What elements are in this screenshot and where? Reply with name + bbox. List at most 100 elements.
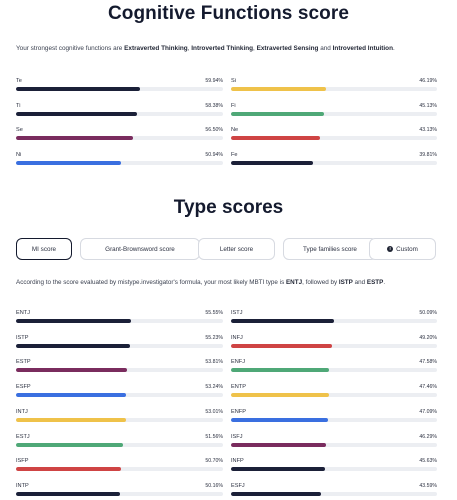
type-score-row-isfj: ISFJ 46.29%	[231, 433, 437, 453]
type-score-bar-track	[16, 368, 223, 373]
type-scores-title: Type scores	[173, 197, 284, 218]
type-score-bar-fill	[231, 417, 328, 422]
type-score-label: ENTJ	[16, 310, 30, 316]
type-score-percentage: 53.24%	[205, 384, 223, 391]
strongest-function-2: Introverted Thinking	[191, 45, 254, 52]
cognitive-function-bar-track	[16, 111, 223, 116]
tab-letter-score[interactable]: Letter score	[198, 238, 275, 260]
cognitive-function-bar-track	[16, 136, 223, 140]
type-score-percentage: 50.70%	[205, 458, 223, 465]
cognitive-summary: Your strongest cognitive functions are E…	[16, 45, 395, 52]
type-score-bar-fill	[231, 343, 333, 348]
type-score-row-isfp: ISFP 50.70%	[16, 457, 223, 477]
score-method-tabs: MI score Grant-Brownsword score Letter s…	[16, 238, 436, 260]
type-score-row-estj: ESTJ 51.56%	[16, 433, 223, 453]
cognitive-function-bar-fill	[16, 87, 141, 91]
cognitive-function-percentage: 39.81%	[419, 151, 437, 158]
type-score-bar-track	[16, 467, 223, 472]
cognitive-function-label: Ne	[231, 127, 239, 133]
type-score-percentage: 53.01%	[205, 408, 223, 415]
cognitive-function-label: Fe	[231, 151, 238, 158]
tab-type-families-score[interactable]: Type families score	[283, 238, 377, 260]
type-score-percentage: 50.16%	[205, 482, 223, 489]
type-score-percentage: 49.20%	[419, 334, 437, 341]
type-score-label: ISFJ	[231, 433, 243, 440]
type-score-percentage: 46.29%	[419, 433, 437, 440]
type-score-label: ISTP	[16, 334, 29, 341]
type-score-bar-fill	[16, 319, 131, 323]
type-score-bar-track	[231, 393, 437, 398]
type-score-bar-track	[16, 417, 223, 422]
type-score-bar-fill	[231, 393, 329, 398]
type-score-bar-fill	[231, 467, 325, 472]
type-score-percentage: 51.56%	[205, 433, 223, 440]
type-score-bar-fill	[231, 491, 321, 496]
type-score-bar-fill	[16, 368, 128, 373]
cognitive-functions-title: Cognitive Functions score	[107, 3, 350, 24]
type-score-bar-track	[231, 343, 437, 348]
type-score-bar-fill	[16, 393, 127, 398]
top-type-1: ENTJ	[285, 279, 303, 286]
cognitive-function-bar-fill	[231, 136, 320, 140]
type-score-label: ENFP	[231, 408, 246, 415]
type-score-row-istj: ISTJ 50.09%	[231, 309, 437, 329]
tab-custom[interactable]: ! Custom	[369, 238, 436, 260]
type-score-label: ISTJ	[231, 310, 243, 316]
tab-mi-score[interactable]: MI score	[16, 238, 72, 260]
type-score-percentage: 55.23%	[205, 334, 223, 341]
cognitive-function-percentage: 58.38%	[205, 102, 223, 109]
cognitive-function-percentage: 43.13%	[419, 127, 437, 133]
top-type-3: ESTP	[366, 279, 384, 286]
type-score-percentage: 45.63%	[419, 458, 437, 465]
cognitive-function-label: Ni	[16, 151, 22, 158]
cognitive-function-row-te: Te 59.94%	[16, 77, 223, 97]
type-score-bar-fill	[16, 491, 120, 496]
cognitive-function-bar-fill	[231, 111, 324, 116]
type-score-bar-fill	[16, 417, 126, 422]
type-score-percentage: 53.81%	[205, 359, 223, 366]
type-score-bar-fill	[231, 368, 329, 373]
cognitive-function-bar-track	[231, 87, 437, 91]
type-score-row-esfj: ESFJ 43.59%	[231, 482, 437, 500]
type-score-label: INTP	[16, 482, 29, 489]
cognitive-function-percentage: 45.13%	[419, 102, 437, 109]
type-score-percentage: 47.46%	[419, 384, 437, 391]
type-score-label: INFP	[231, 458, 244, 465]
cognitive-function-row-fe: Fe 39.81%	[231, 151, 437, 171]
type-score-bar-track	[231, 368, 437, 373]
type-score-row-entp: ENTP 47.46%	[231, 383, 437, 403]
type-score-label: ESFJ	[231, 482, 245, 489]
type-score-label: INFJ	[231, 334, 243, 341]
type-score-bar-track	[231, 319, 437, 323]
cognitive-function-bar-fill	[231, 160, 313, 165]
type-verdict: According to the score evaluated by mist…	[16, 279, 386, 286]
type-score-row-intj: INTJ 53.01%	[16, 408, 223, 428]
type-score-label: INTJ	[16, 408, 28, 415]
top-type-2: ISTP	[338, 279, 353, 286]
tab-grant-brownsword-score[interactable]: Grant-Brownsword score	[80, 238, 200, 260]
type-score-label: ESTJ	[16, 433, 30, 440]
cognitive-function-row-ti: Ti 58.38%	[16, 102, 223, 122]
cognitive-function-bar-fill	[16, 160, 122, 165]
type-score-percentage: 47.09%	[419, 408, 437, 415]
cognitive-function-label: Ti	[16, 102, 21, 109]
type-score-label: ENFJ	[231, 359, 245, 366]
cognitive-function-row-ni: Ni 50.94%	[16, 151, 223, 171]
cognitive-function-bar-track	[231, 136, 437, 140]
type-score-bar-track	[16, 343, 223, 348]
cognitive-function-percentage: 46.19%	[419, 78, 437, 84]
cognitive-function-percentage: 59.94%	[205, 78, 223, 84]
type-score-percentage: 43.59%	[419, 482, 437, 489]
cognitive-function-label: Fi	[231, 102, 236, 109]
type-score-percentage: 50.09%	[419, 310, 437, 316]
type-score-bar-track	[231, 442, 437, 447]
cognitive-function-row-se: Se 56.50%	[16, 126, 223, 146]
type-score-label: ESFP	[16, 384, 31, 391]
type-score-row-infp: INFP 45.63%	[231, 457, 437, 477]
type-score-bar-fill	[231, 442, 327, 447]
type-score-row-istp: ISTP 55.23%	[16, 334, 223, 354]
cognitive-function-bar-track	[16, 87, 223, 91]
type-score-bar-track	[231, 467, 437, 472]
type-score-bar-track	[231, 491, 437, 496]
type-score-bar-track	[16, 319, 223, 323]
